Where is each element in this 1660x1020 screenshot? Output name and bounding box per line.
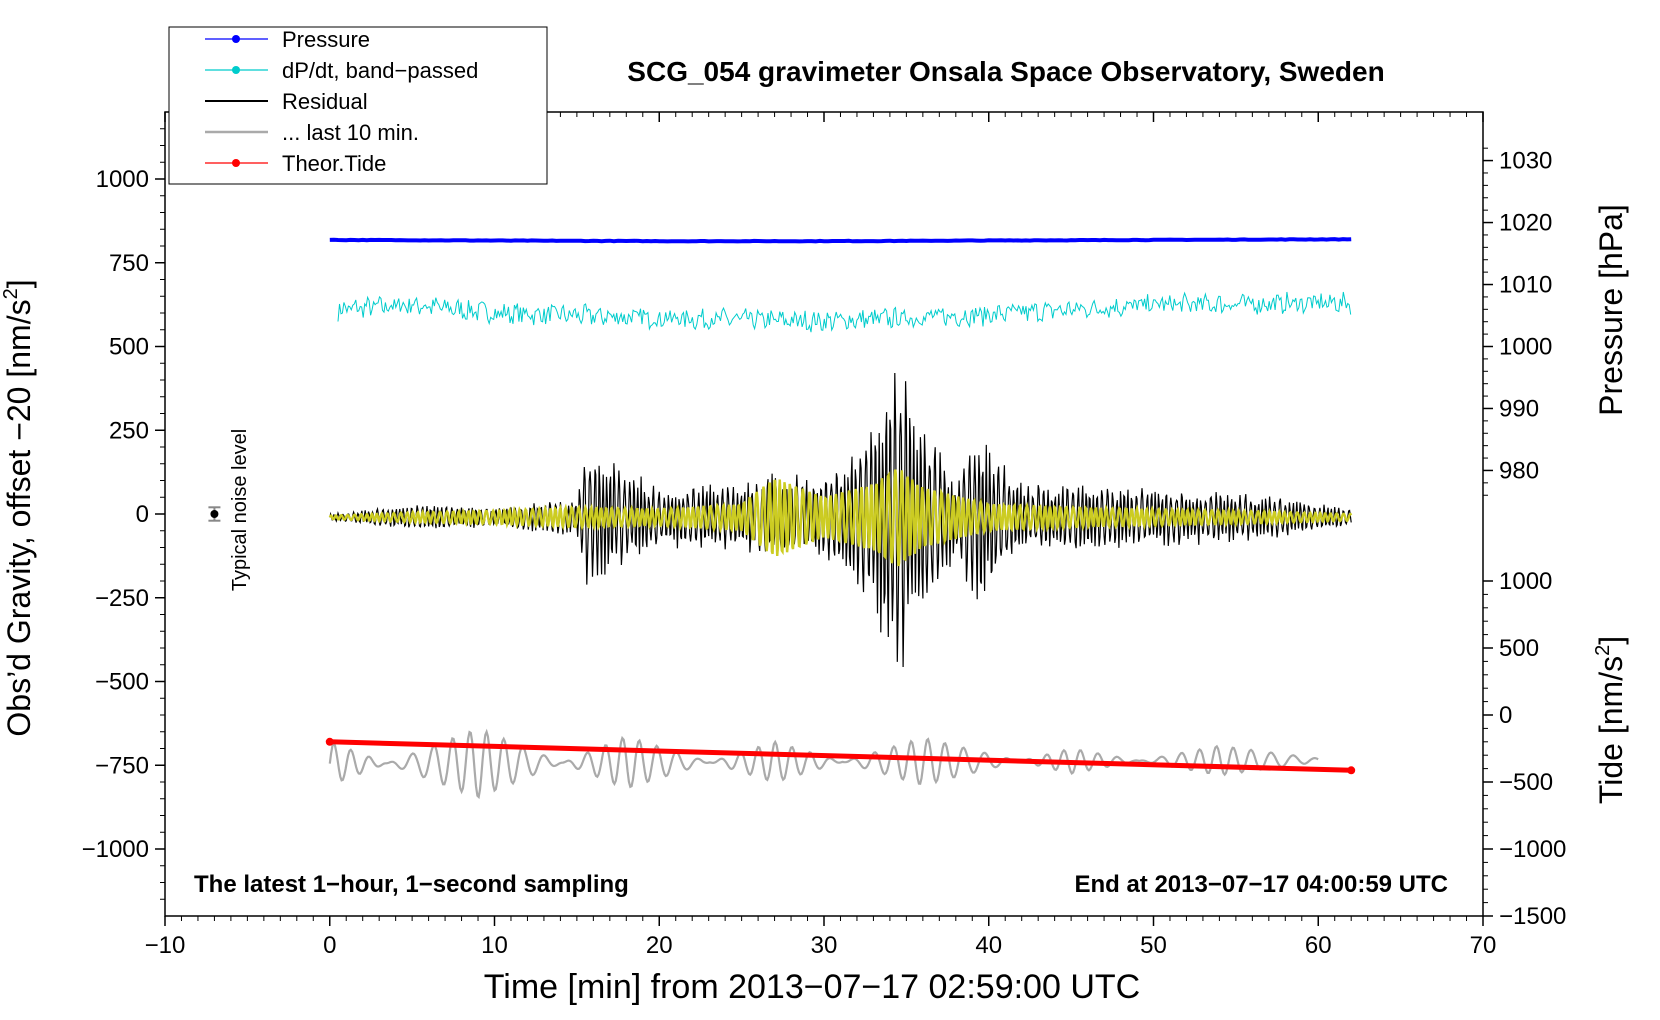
legend: Pressure dP/dt, band−passed Residual ...… [168,26,548,185]
tide-axis-label-sup: 2 [1592,645,1614,656]
x-axis-label: Time [min] from 2013−07−17 02:59:00 UTC [484,968,1140,1006]
series-tide-end-point [1347,766,1356,775]
y-axis-label-main: Obs’d Gravity, offset −20 [nm/s [1,299,37,736]
y-tick-label: −500 [95,669,149,696]
annotation-end-time: End at 2013−07−17 04:00:59 UTC [1074,871,1448,898]
x-tick-label: 40 [975,932,1002,959]
pressure-tick-label: 1030 [1499,148,1552,175]
pressure-tick-label: 980 [1499,457,1539,484]
x-tick-label: 20 [646,932,673,959]
pressure-tick-label: 1000 [1499,334,1552,361]
y-tick-label: 1000 [96,166,149,193]
y-tick-label: 750 [109,250,149,277]
x-tick-label: 70 [1470,932,1497,959]
y-tick-label: −250 [95,585,149,612]
y-tick-label: −1000 [82,836,149,863]
legend-item-dpdt: dP/dt, band−passed [205,58,478,83]
annotation-sampling: The latest 1−hour, 1−second sampling [194,871,629,898]
legend-box [168,26,548,185]
series-tide-line [329,739,1352,773]
x-tick-label: −10 [145,932,186,959]
y-tick-label: 500 [109,334,149,361]
tide-tick-label: 1000 [1499,568,1552,595]
legend-item-last10: ... last 10 min. [205,120,419,145]
y-axis-label: Obs’d Gravity, offset −20 [nm/s2] [0,279,37,736]
x-tick-label: 0 [323,932,336,959]
y-tick-label: −750 [95,752,149,779]
tide-axis-label-main: Tide [nm/s [1593,656,1629,804]
tide-tick-label: −1000 [1499,836,1566,863]
pressure-tick-label: 1010 [1499,272,1552,299]
series-pressure-line [329,237,1352,244]
x-tick-label: 30 [811,932,838,959]
x-tick-label: 10 [481,932,508,959]
tide-tick-label: 0 [1499,702,1512,729]
tide-axis-label: Tide [nm/s2] [1592,636,1629,804]
legend-item-residual: Residual [205,89,368,114]
pressure-tick-label: 1020 [1499,210,1552,237]
tide-tick-label: 500 [1499,635,1539,662]
y-tick-label: 250 [109,417,149,444]
x-tick-label: 60 [1305,932,1332,959]
series-filtered-line [328,469,1353,567]
svg-text:Pressure: Pressure [282,27,370,52]
chart-title: SCG_054 gravimeter Onsala Space Observat… [627,56,1384,87]
tide-tick-label: −1500 [1499,903,1566,930]
series-tide-start-point [325,737,334,746]
y-tick-label: 0 [136,501,149,528]
svg-text:... last 10 min.: ... last 10 min. [282,120,419,145]
y-axis-label-end: ] [1,279,37,288]
noise-marker-point [210,510,219,518]
svg-text:dP/dt, band−passed: dP/dt, band−passed [282,58,478,83]
legend-item-tide: Theor.Tide [205,151,386,176]
y-axis-label-sup: 2 [0,288,22,299]
svg-text:Residual: Residual [282,89,368,114]
noise-level-label: Typical noise level [229,429,251,591]
x-tick-label: 50 [1140,932,1167,959]
tide-axis-label-end: ] [1593,636,1629,645]
tide-tick-label: −500 [1499,769,1553,796]
pressure-tick-label: 990 [1499,395,1539,422]
pressure-axis-label: Pressure [hPa] [1593,204,1629,416]
svg-text:Theor.Tide: Theor.Tide [282,151,386,176]
legend-item-pressure: Pressure [205,27,370,52]
series-dpdt-line [337,291,1352,333]
